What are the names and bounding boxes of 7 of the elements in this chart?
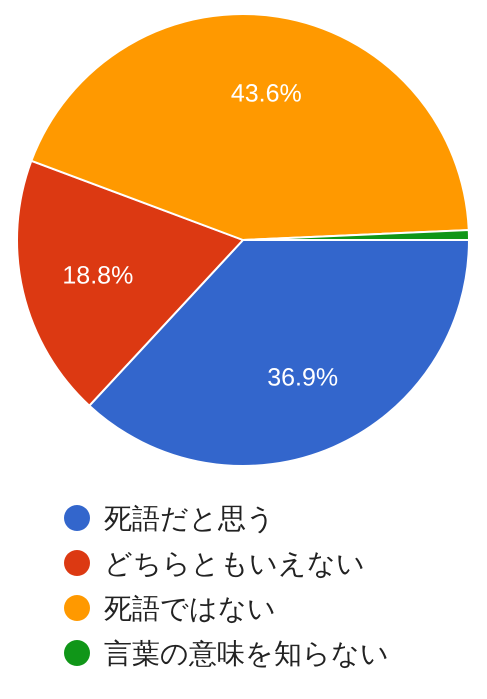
data-label: 43.6% [230,80,302,108]
legend-label: 死語だと思う [104,503,275,534]
data-label: 36.9% [267,364,338,392]
data-label: 18.8% [62,261,134,290]
legend-label: 言葉の意味を知らない [104,638,389,669]
legend-label: どちらともいえない [104,548,365,579]
legend-label: 死語ではない [104,593,276,624]
